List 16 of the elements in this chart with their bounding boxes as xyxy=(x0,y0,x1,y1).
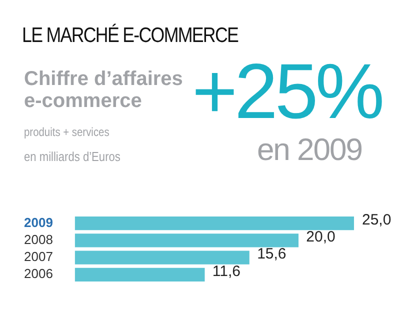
data-label: 20,0 xyxy=(306,228,336,246)
y-tick-label: 2008 xyxy=(24,232,53,248)
bar xyxy=(74,250,250,264)
bar xyxy=(74,234,299,248)
text: en milliards d’Euros xyxy=(24,149,120,164)
text: produits + services xyxy=(24,125,110,139)
y-tick-label: 2007 xyxy=(24,249,53,264)
y-tick-label: 2009 xyxy=(24,214,53,230)
data-label: 25,0 xyxy=(362,211,392,228)
bar xyxy=(74,216,354,230)
data-label: 11,6 xyxy=(212,262,241,280)
chart-subtitle: Chiffre d’affaires e-commerce xyxy=(24,68,184,112)
bar xyxy=(74,268,205,282)
y-tick-label: 2006 xyxy=(24,266,53,282)
data-label: 15,6 xyxy=(257,246,286,263)
chart-title: LE MARCHÉ E-COMMERCE xyxy=(22,24,238,48)
